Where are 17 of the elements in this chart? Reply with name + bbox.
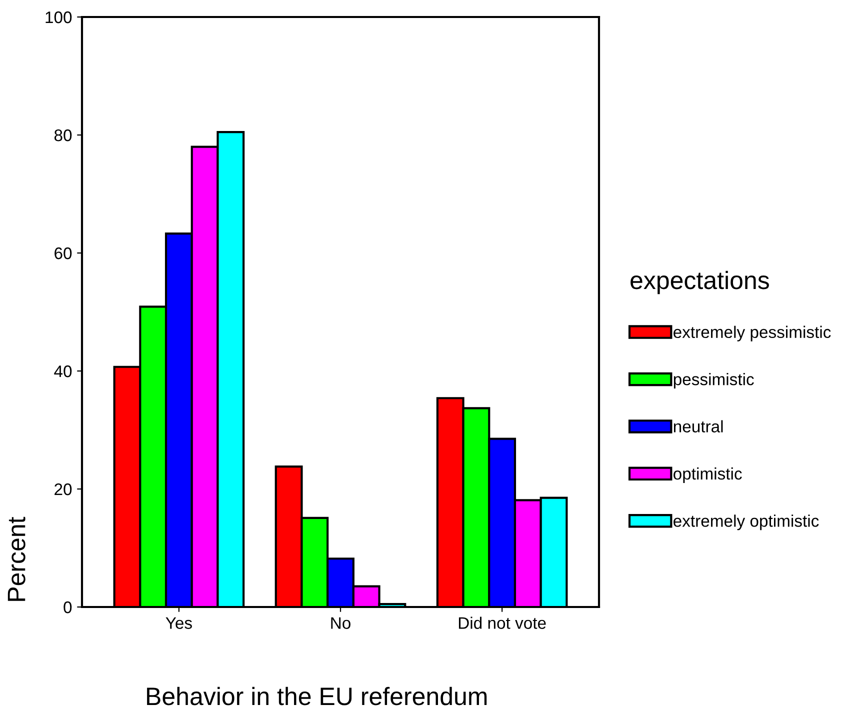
legend-title: expectations: [630, 270, 769, 294]
legend-label: neutral: [674, 420, 723, 432]
x-tick-label: Did not vote: [458, 616, 546, 629]
legend-label: extremely optimistic: [674, 514, 819, 530]
legend-label: pessimistic: [674, 373, 754, 389]
y-tick-label: 20: [54, 483, 72, 496]
y-tick-label: 60: [54, 247, 72, 260]
y-tick-label: 100: [46, 11, 72, 24]
y-axis-title: Percent: [8, 516, 26, 601]
y-tick-label: 40: [54, 365, 72, 378]
y-tick-label: 80: [54, 129, 72, 142]
legend-label: optimistic: [674, 467, 742, 483]
y-tick-label: 0: [64, 601, 72, 614]
x-tick-label: No: [331, 617, 350, 629]
legend-label: extremely pessimistic: [674, 326, 831, 342]
x-tick-label: Yes: [166, 617, 192, 629]
x-axis-title: Behavior in the EU referendum: [147, 686, 487, 706]
